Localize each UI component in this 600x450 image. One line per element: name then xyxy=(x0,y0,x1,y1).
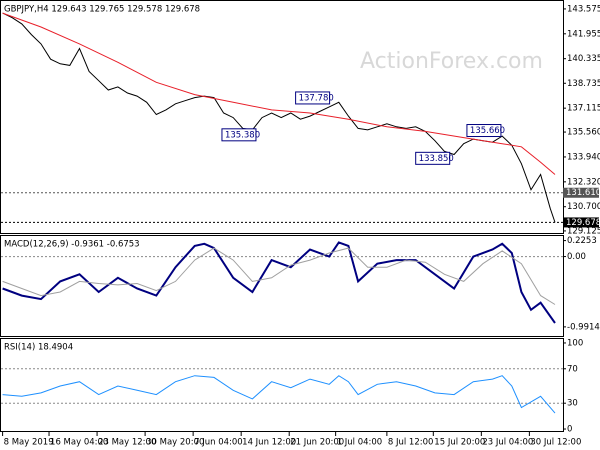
annotation-label: 135.660 xyxy=(470,126,505,136)
y-tick-label: 133.940 xyxy=(567,152,600,162)
x-tick-label: 1 Jul 04:00 xyxy=(337,438,383,448)
level-label: 129.678 xyxy=(566,218,600,228)
price-panel xyxy=(0,0,564,234)
level-label: 131.610 xyxy=(566,188,600,198)
y-tick-label: 143.575 xyxy=(567,4,600,14)
x-tick-label: 8 May 2019 xyxy=(4,438,54,448)
x-tick-label: 21 Jun 20:00 xyxy=(290,438,344,448)
y-tick-label: 100 xyxy=(567,338,583,348)
y-tick-label: 130.700 xyxy=(567,202,600,212)
x-tick-label: 23 Jul 04:00 xyxy=(482,438,533,448)
annotation-box xyxy=(466,124,502,138)
annotation-box xyxy=(221,128,257,142)
macd-panel xyxy=(0,235,564,337)
y-tick-label: -0.9914 xyxy=(567,322,600,332)
x-tick-label: 30 Jul 12:00 xyxy=(530,438,581,448)
y-tick-label: 138.735 xyxy=(567,79,600,89)
watermark: ActionForex.com xyxy=(360,49,543,74)
x-tick-label: 14 Jun 12:00 xyxy=(242,438,296,448)
y-tick-label: 30 xyxy=(567,399,578,409)
annotation-label: 133.850 xyxy=(419,154,454,164)
x-tick-label: 15 Jul 20:00 xyxy=(434,438,485,448)
level-box xyxy=(563,217,599,228)
x-tick-label: 23 May 12:00 xyxy=(98,438,156,448)
level-box xyxy=(563,187,599,198)
y-tick-label: 132.320 xyxy=(567,177,600,187)
series-line xyxy=(2,247,556,305)
y-tick-label: 0.00 xyxy=(567,252,586,262)
x-tick-label: 8 Jul 12:00 xyxy=(388,438,434,448)
panel-title: GBPJPY,H4 129.643 129.765 129.578 129.67… xyxy=(4,5,200,15)
y-tick-label: 135.560 xyxy=(567,128,600,138)
series-line xyxy=(2,241,556,324)
series-line xyxy=(2,375,556,414)
x-tick-label: 30 May 20:00 xyxy=(146,438,204,448)
y-tick-label: 140.335 xyxy=(567,54,600,64)
annotation-box xyxy=(415,151,451,165)
series-line xyxy=(2,12,556,223)
y-tick-label: 0 xyxy=(567,425,572,435)
panel-title: MACD(12,26,9) -0.9361 -0.6753 xyxy=(4,240,140,250)
y-tick-label: 70 xyxy=(567,364,578,374)
annotation-label: 137.780 xyxy=(299,93,334,103)
y-tick-label: 137.115 xyxy=(567,104,600,114)
x-tick-label: 7 Jun 04:00 xyxy=(194,438,243,448)
y-tick-label: 141.955 xyxy=(567,29,600,39)
y-tick-label: 129.125 xyxy=(567,226,600,236)
y-tick-label: 0.2253 xyxy=(567,236,597,246)
annotation-box xyxy=(295,91,331,105)
annotation-label: 135.380 xyxy=(225,130,260,140)
series-line xyxy=(2,12,556,175)
panel-title: RSI(14) 18.4904 xyxy=(4,343,73,353)
x-tick-label: 16 May 04:00 xyxy=(50,438,108,448)
rsi-panel xyxy=(0,338,564,432)
